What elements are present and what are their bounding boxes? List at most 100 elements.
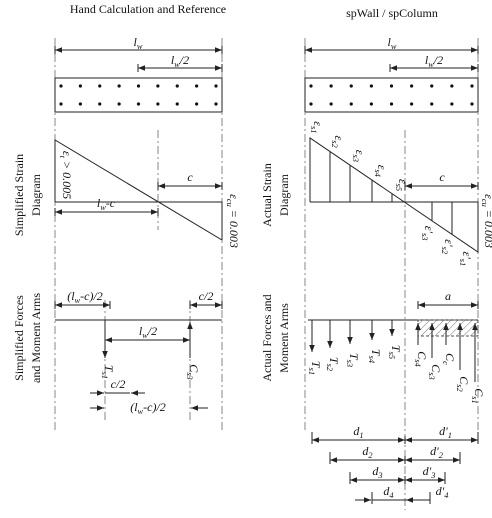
rebar bbox=[98, 84, 102, 88]
label-part: > 0.005 bbox=[60, 158, 74, 199]
label-part: s3 bbox=[420, 233, 429, 240]
label: c/2 bbox=[199, 289, 214, 303]
section-title: Actual Strain bbox=[260, 163, 274, 227]
label-part: -c bbox=[106, 196, 116, 210]
rebar bbox=[59, 84, 63, 88]
label-part: d' bbox=[423, 464, 432, 478]
label-part: s3 bbox=[345, 360, 354, 367]
rebar bbox=[78, 102, 82, 106]
label-part: w bbox=[142, 331, 148, 340]
compression-block bbox=[417, 319, 479, 337]
label-part: s1 bbox=[100, 372, 109, 379]
label-part: w bbox=[174, 60, 180, 69]
rebar bbox=[349, 102, 353, 106]
label-part: s1 bbox=[307, 368, 316, 375]
label: Cs2 bbox=[455, 376, 471, 391]
label-part: C bbox=[443, 353, 457, 362]
label-part: /2 bbox=[433, 53, 443, 67]
label: lw/2 bbox=[425, 53, 443, 69]
label: Cs3 bbox=[185, 364, 201, 379]
label: εs5 bbox=[394, 179, 410, 191]
label: c bbox=[187, 170, 193, 184]
label-part: 4 bbox=[444, 491, 448, 500]
rebar bbox=[329, 84, 333, 88]
label-part: w bbox=[137, 42, 143, 51]
label-part: T bbox=[309, 361, 323, 369]
label-part: s3 bbox=[351, 154, 360, 161]
label-part: ε bbox=[396, 179, 410, 184]
label-part: ε' bbox=[422, 226, 436, 234]
label-part: t bbox=[58, 156, 67, 159]
rebar bbox=[175, 84, 179, 88]
rebar bbox=[369, 102, 373, 106]
label-part: d bbox=[383, 484, 390, 498]
rebar bbox=[470, 102, 474, 106]
label: Ts1 bbox=[100, 365, 116, 379]
label-part: 3 bbox=[430, 471, 435, 480]
label-part: ε bbox=[60, 151, 74, 156]
label: c bbox=[439, 170, 445, 184]
label-part: C bbox=[472, 388, 486, 397]
label: Cc bbox=[441, 353, 457, 365]
label-part: s4 bbox=[367, 356, 376, 363]
label: Cs3 bbox=[427, 364, 443, 379]
rebar bbox=[389, 102, 394, 106]
rebar bbox=[410, 102, 414, 106]
label-part: 2 bbox=[439, 451, 443, 460]
label-part: l bbox=[425, 53, 429, 67]
rebar bbox=[309, 84, 313, 88]
rebar bbox=[59, 102, 63, 106]
strain-profile bbox=[309, 137, 479, 253]
rebar bbox=[430, 102, 434, 106]
label-part: s2 bbox=[455, 384, 464, 391]
label-part: 4 bbox=[389, 491, 393, 500]
label-part: d bbox=[353, 424, 360, 438]
label-part: ε' bbox=[460, 251, 474, 259]
section-title: Diagram bbox=[277, 173, 291, 216]
label-part: d' bbox=[436, 484, 445, 498]
label-part: C bbox=[187, 364, 201, 373]
label-part: (l bbox=[67, 289, 75, 303]
label-part: c bbox=[441, 361, 450, 365]
label: εt > 0.005 bbox=[58, 151, 74, 199]
label-part: s3 bbox=[185, 372, 194, 379]
label: (lw-c)/2 bbox=[130, 400, 166, 416]
section-title: Simplified Strain bbox=[12, 154, 26, 236]
rebar bbox=[195, 102, 199, 106]
label: d3 bbox=[372, 464, 382, 480]
rebar bbox=[156, 84, 160, 88]
rebar bbox=[117, 102, 121, 106]
rebar bbox=[214, 102, 218, 106]
label-part: l bbox=[97, 196, 101, 210]
panel-title: spWall / spColumn bbox=[346, 6, 438, 20]
rebar bbox=[98, 102, 102, 106]
strain-profile bbox=[54, 139, 223, 241]
label: Ts4 bbox=[367, 349, 383, 363]
rebar bbox=[329, 102, 333, 106]
rebar bbox=[349, 84, 353, 88]
label: ε's1 bbox=[458, 251, 474, 266]
label-part: w bbox=[428, 60, 434, 69]
label-part: s4 bbox=[373, 169, 382, 176]
label: εcu = 0.003 bbox=[480, 194, 492, 248]
label-part: s1 bbox=[309, 126, 318, 133]
label: εs1 bbox=[309, 121, 325, 133]
label-part: s5 bbox=[394, 184, 403, 191]
label: lw/2 bbox=[171, 53, 189, 69]
label-part: T bbox=[327, 357, 341, 365]
label-part: 1 bbox=[448, 431, 452, 440]
rebar bbox=[175, 102, 179, 106]
section-title: Moment Arms bbox=[277, 303, 291, 373]
label-part: l bbox=[134, 35, 138, 49]
label-part: ε bbox=[353, 150, 367, 155]
label: εs2 bbox=[330, 136, 346, 148]
label-part: ε bbox=[332, 136, 346, 141]
label: ε's3 bbox=[420, 226, 436, 241]
label-part: ε' bbox=[442, 239, 456, 247]
label: d'2 bbox=[430, 444, 443, 460]
label-part: c bbox=[439, 170, 445, 184]
label-part: 1 bbox=[359, 431, 363, 440]
label-part: l bbox=[171, 53, 175, 67]
label: d4 bbox=[383, 484, 393, 500]
rebar bbox=[78, 84, 82, 88]
